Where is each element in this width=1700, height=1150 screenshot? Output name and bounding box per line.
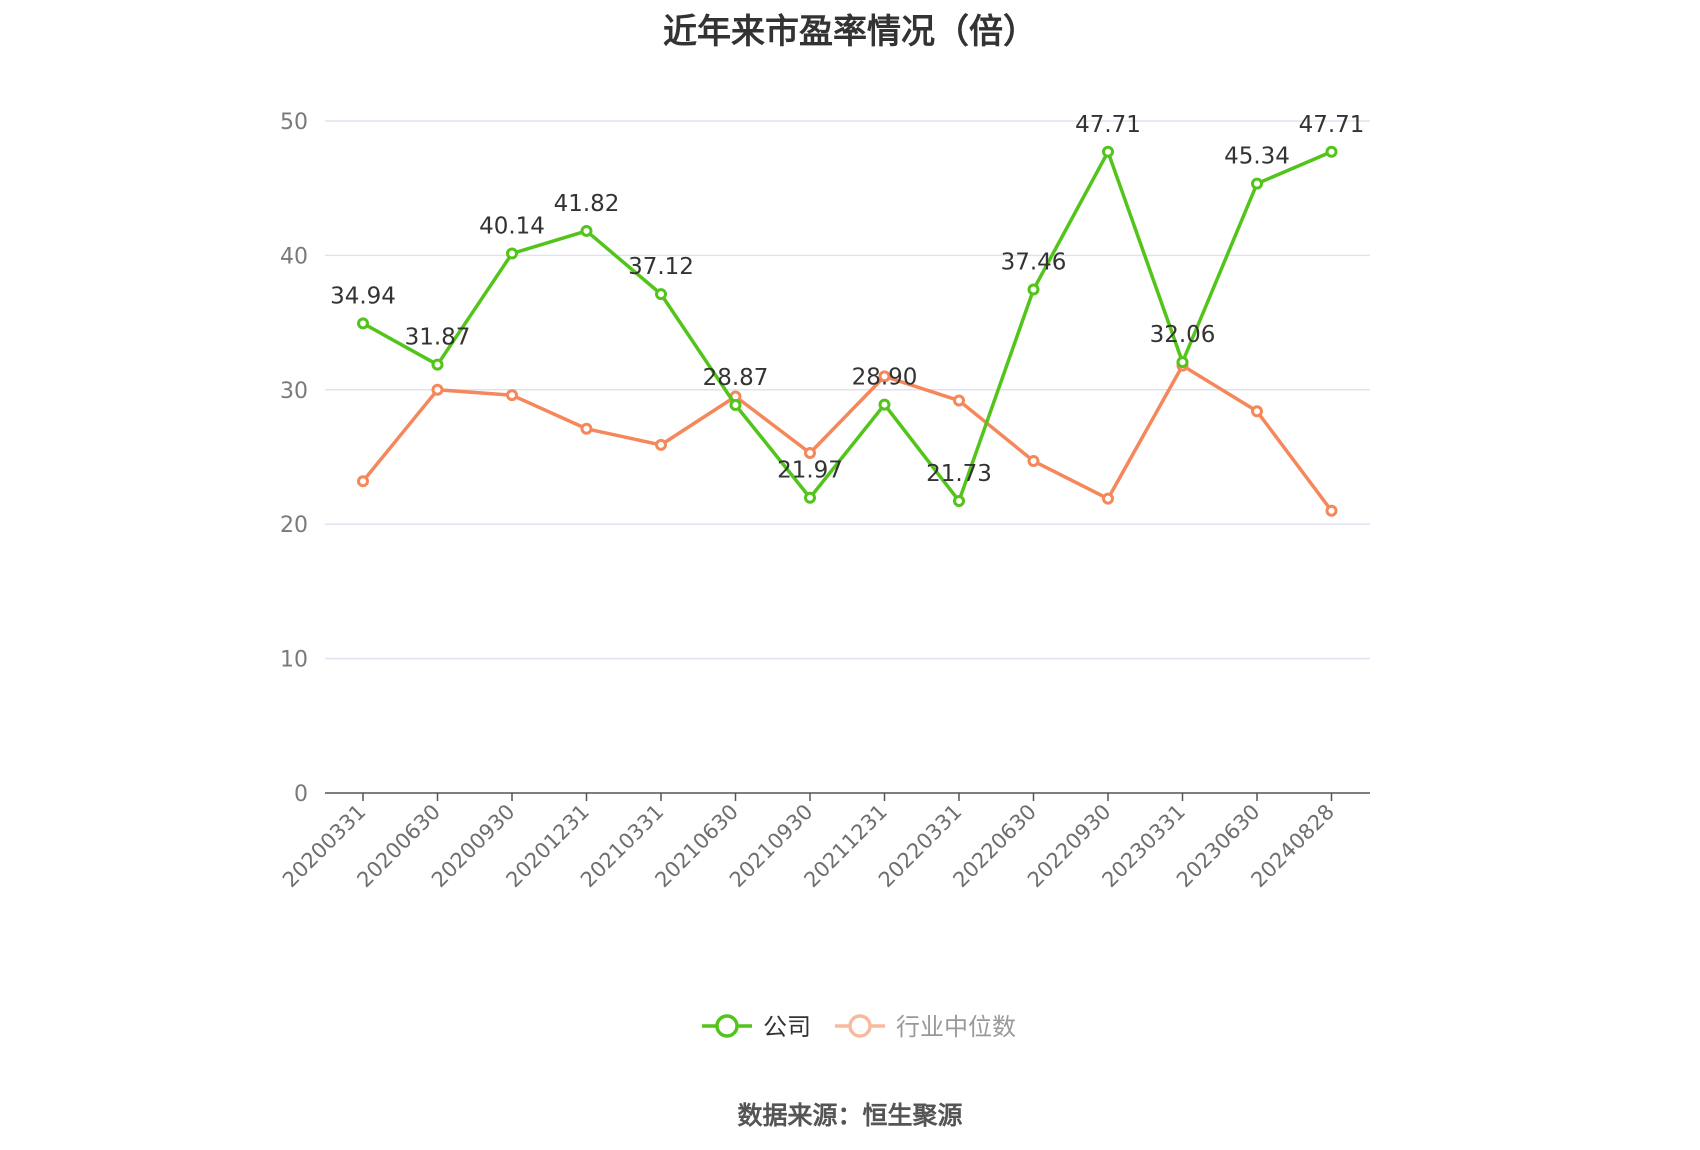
- data-point: [357, 475, 369, 488]
- data-label: 28.87: [703, 365, 769, 391]
- data-point: [431, 383, 444, 396]
- axes: 0102030405020200331202006302020093020201…: [278, 110, 1370, 892]
- data-point: [580, 422, 593, 435]
- data-label: 21.97: [777, 458, 843, 484]
- data-point: [1102, 492, 1114, 505]
- data-point: [431, 358, 444, 371]
- series-line-industry: [361, 363, 1333, 512]
- legend-label[interactable]: 行业中位数: [896, 1013, 1016, 1041]
- data-point: [506, 389, 518, 402]
- legend-marker[interactable]: [715, 1014, 739, 1038]
- data-point: [804, 491, 816, 504]
- data-point: [878, 398, 891, 411]
- data-label: 47.71: [1299, 112, 1365, 138]
- y-tick-label: 20: [280, 513, 308, 538]
- data-point: [1176, 356, 1189, 369]
- data-label: 21.73: [926, 461, 992, 487]
- data-label: 47.71: [1075, 112, 1141, 138]
- y-tick-label: 50: [280, 110, 308, 135]
- data-label: 37.12: [628, 254, 694, 280]
- data-label: 34.94: [330, 283, 396, 309]
- data-point: [1251, 177, 1263, 190]
- data-point: [878, 370, 891, 383]
- data-point: [1325, 504, 1338, 517]
- data-label: 32.06: [1150, 322, 1216, 348]
- y-tick-label: 40: [280, 244, 308, 269]
- y-tick-label: 10: [280, 648, 308, 673]
- series-line-company: [362, 150, 1333, 503]
- legend-marker[interactable]: [848, 1014, 872, 1038]
- data-point: [580, 224, 593, 237]
- data-point: [655, 438, 667, 451]
- data-point: [506, 247, 518, 260]
- data-labels: 34.94 31.87 40.14 41.82 37.12 28.87 21.97 28.90…: [330, 112, 1364, 487]
- y-tick-label: 0: [294, 782, 308, 807]
- data-label: 28.90: [852, 365, 918, 391]
- legend[interactable]: 公司 行业中位数: [702, 1013, 1016, 1041]
- series: [357, 145, 1338, 517]
- y-tick-label: 30: [280, 379, 308, 404]
- data-point: [1325, 145, 1338, 158]
- data-point: [357, 317, 369, 330]
- data-point: [1027, 455, 1040, 468]
- data-point: [1027, 283, 1040, 296]
- data-source: 数据来源：恒生聚源: [737, 1101, 963, 1130]
- data-label: 37.46: [1001, 250, 1067, 276]
- data-point: [1102, 145, 1114, 158]
- data-point: [729, 398, 742, 411]
- data-point: [804, 446, 816, 459]
- data-label: 40.14: [479, 214, 545, 240]
- data-label: 41.82: [554, 191, 620, 217]
- data-point: [1251, 405, 1263, 418]
- data-point: [655, 288, 667, 301]
- legend-label[interactable]: 公司: [763, 1013, 811, 1041]
- chart-title: 近年来市盈率情况（倍）: [663, 12, 1037, 52]
- data-label: 31.87: [405, 325, 471, 351]
- data-point: [953, 494, 965, 507]
- data-point: [953, 394, 965, 407]
- data-label: 45.34: [1224, 144, 1290, 170]
- grid-lines: [325, 120, 1370, 660]
